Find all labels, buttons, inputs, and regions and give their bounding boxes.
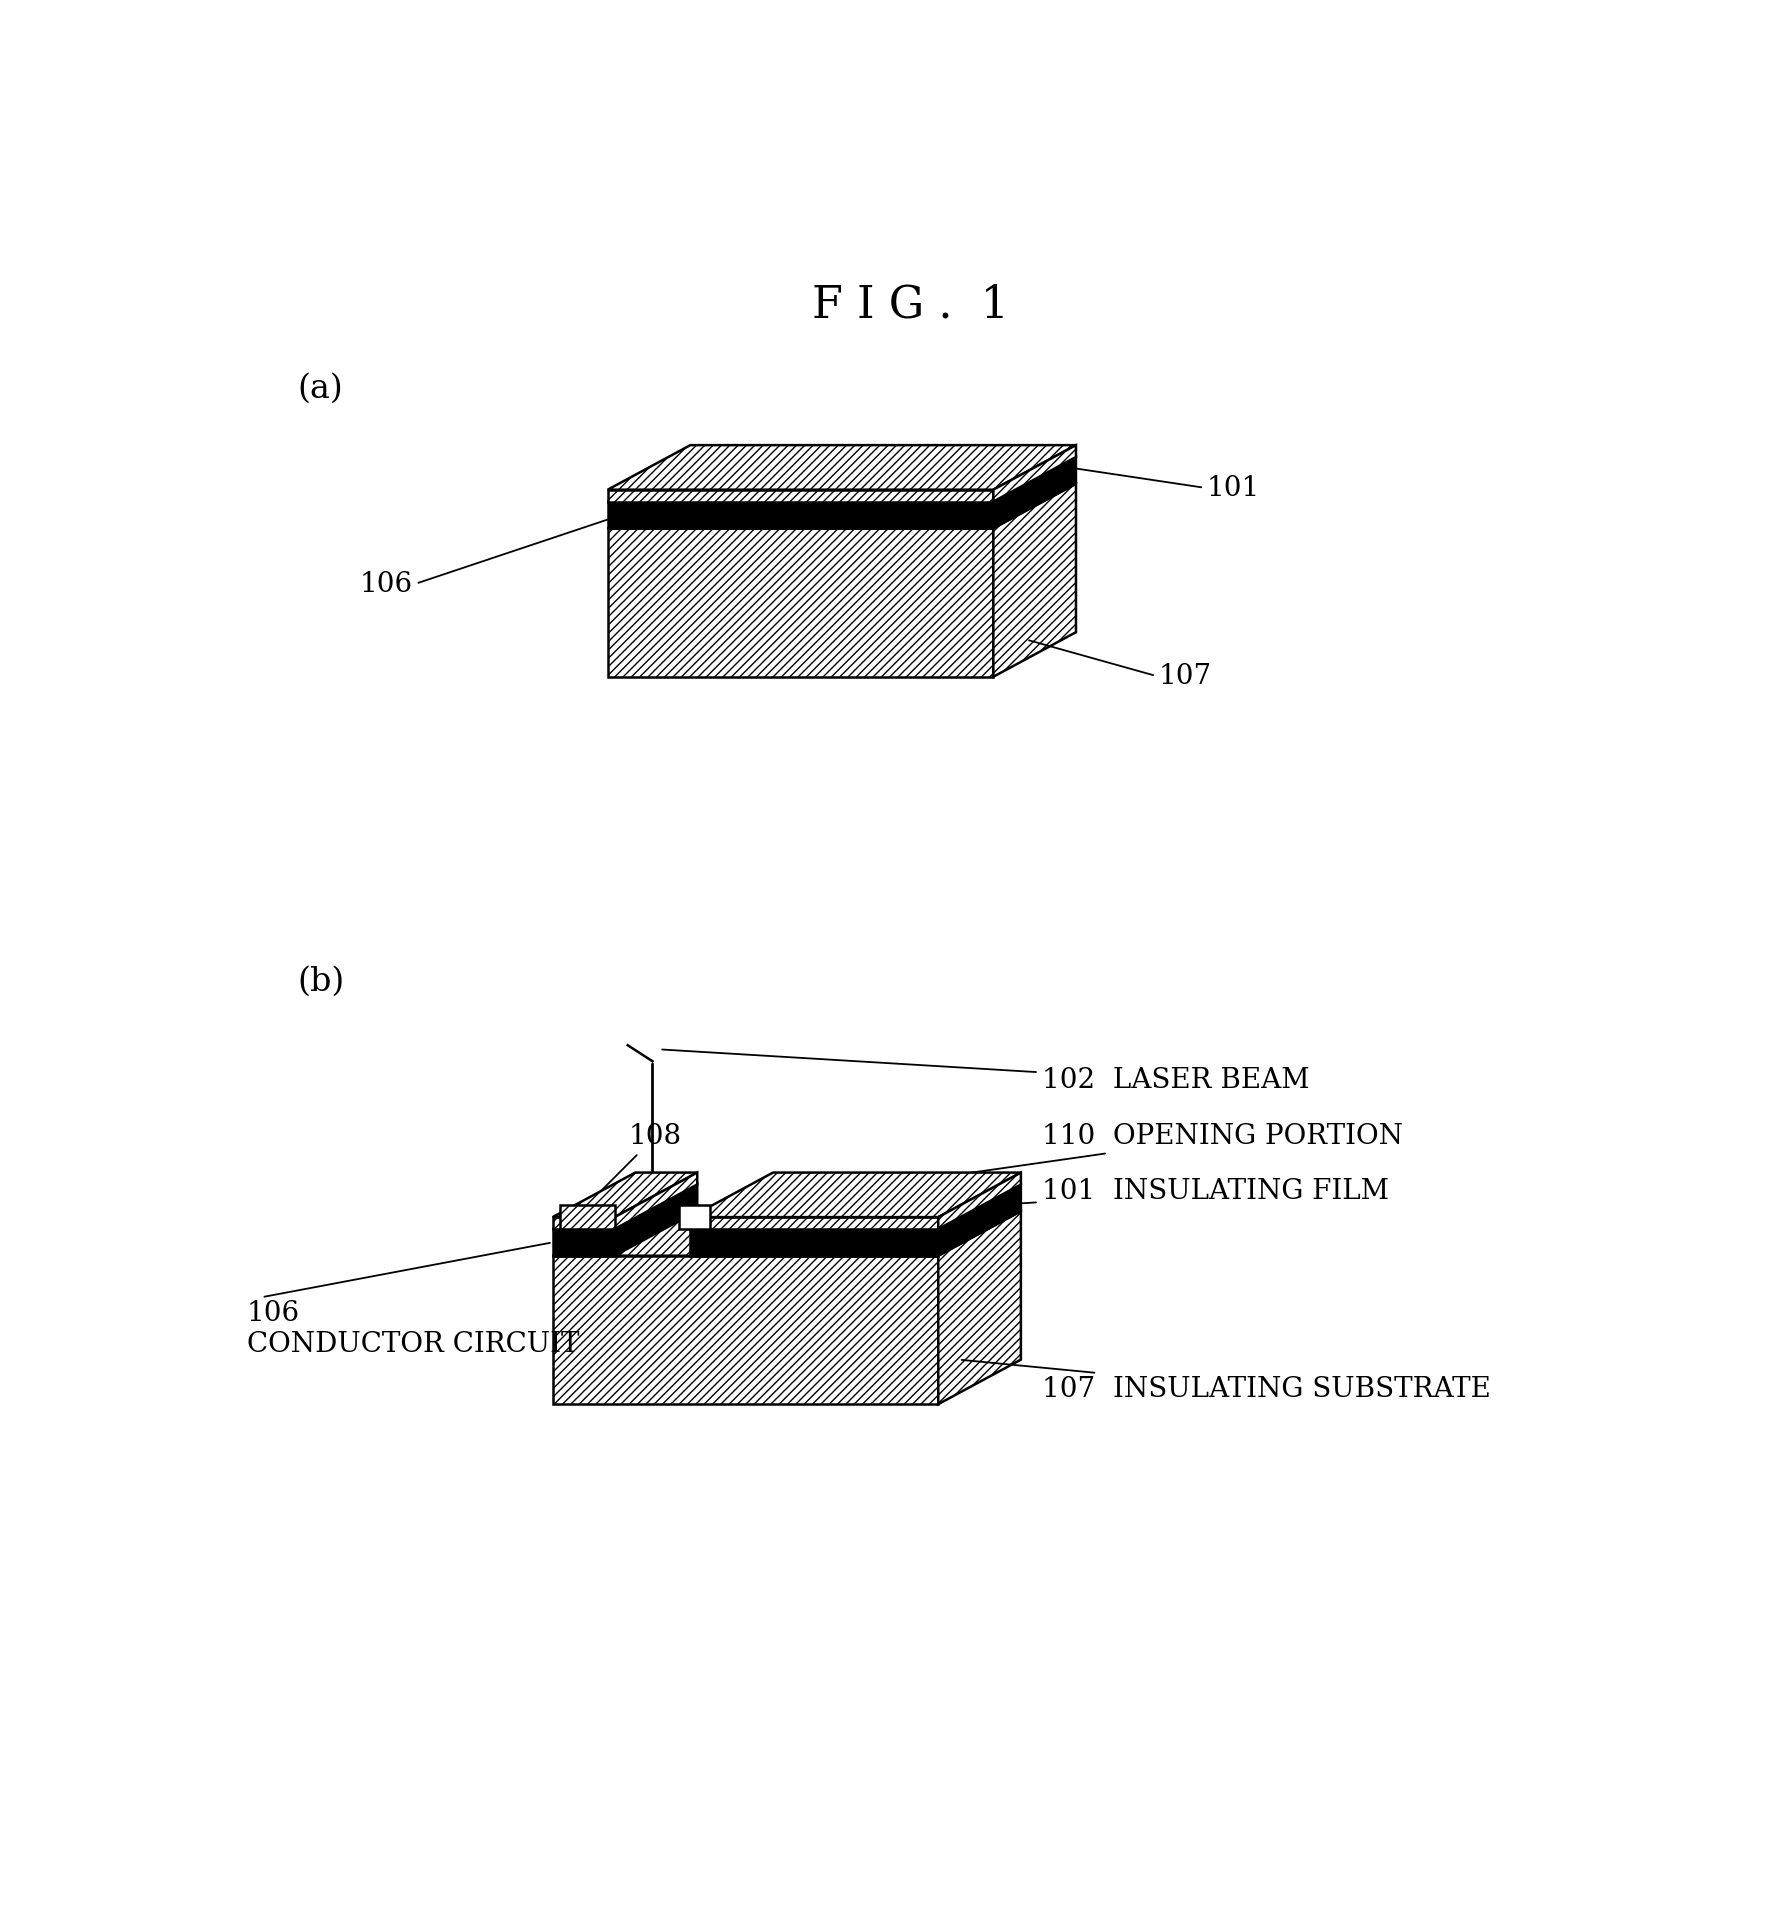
Text: (a): (a) [299, 372, 343, 405]
Polygon shape [553, 1211, 1022, 1255]
Polygon shape [689, 1184, 1022, 1228]
Polygon shape [689, 1217, 938, 1228]
Polygon shape [993, 484, 1077, 677]
Text: 108: 108 [588, 1124, 682, 1203]
Polygon shape [553, 1255, 938, 1404]
Text: 101: 101 [1041, 463, 1260, 501]
Polygon shape [689, 1228, 938, 1255]
Polygon shape [679, 1205, 709, 1228]
Polygon shape [608, 457, 1077, 501]
Polygon shape [608, 501, 993, 528]
Polygon shape [993, 457, 1077, 528]
Polygon shape [938, 1211, 1022, 1404]
Polygon shape [553, 1228, 615, 1255]
Text: 102  LASER BEAM: 102 LASER BEAM [663, 1049, 1310, 1093]
Polygon shape [615, 1184, 697, 1255]
Text: 107  INSULATING SUBSTRATE: 107 INSULATING SUBSTRATE [961, 1359, 1491, 1404]
Text: (b): (b) [299, 966, 345, 999]
Polygon shape [608, 490, 993, 501]
Polygon shape [553, 1172, 697, 1217]
Polygon shape [615, 1172, 697, 1228]
Polygon shape [560, 1205, 615, 1228]
Polygon shape [608, 445, 1077, 490]
Text: 110  OPENING PORTION: 110 OPENING PORTION [713, 1124, 1402, 1209]
Polygon shape [608, 528, 993, 677]
Polygon shape [938, 1172, 1022, 1228]
Text: 101  INSULATING FILM: 101 INSULATING FILM [842, 1178, 1388, 1215]
Polygon shape [689, 1172, 1022, 1217]
Text: 106: 106 [359, 517, 618, 598]
Text: F I G .  1: F I G . 1 [812, 283, 1009, 326]
Polygon shape [553, 1184, 697, 1228]
Polygon shape [993, 445, 1077, 501]
Polygon shape [608, 484, 1077, 528]
Text: 106
CONDUCTOR CIRCUIT: 106 CONDUCTOR CIRCUIT [247, 1244, 579, 1357]
Polygon shape [553, 1217, 615, 1228]
Polygon shape [938, 1184, 1022, 1255]
Text: 107: 107 [1029, 640, 1212, 690]
